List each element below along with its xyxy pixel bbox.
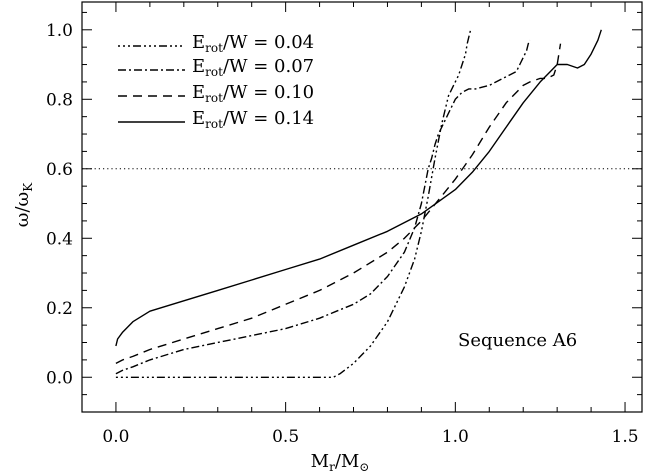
y-tick-label: 0.8 [46, 90, 73, 110]
x-tick-label: 1.5 [612, 427, 639, 447]
x-axis-label-sub1: r [329, 460, 335, 474]
legend-label-0.07: Erot/W = 0.07 [192, 56, 314, 79]
legend-label-main: E [192, 108, 205, 129]
legend-label-rest: /W = 0.07 [223, 56, 314, 77]
y-tick-label: 1.0 [46, 21, 73, 41]
series-layer [115, 29, 602, 378]
series-line-0.07 [115, 39, 531, 375]
series-line-0.04 [115, 29, 472, 378]
x-tick-label: 0.5 [272, 427, 299, 447]
x-axis-label-sub2: ⊙ [359, 460, 369, 474]
y-axis-label-sub: K [21, 182, 35, 192]
legend-label-rest: /W = 0.14 [223, 108, 314, 129]
legend-label-sub: rot [205, 41, 223, 55]
legend-label-rest: /W = 0.10 [223, 82, 314, 103]
y-axis-label: ω/ωK [12, 182, 35, 227]
x-tick-label: 1.0 [442, 427, 469, 447]
legend-label-main: E [192, 32, 205, 53]
legend-label-0.04: Erot/W = 0.04 [192, 32, 314, 55]
series-line-0.10 [115, 43, 562, 365]
legend-label-0.14: Erot/W = 0.14 [192, 108, 314, 131]
y-axis-label-main: ω/ω [12, 192, 33, 227]
y-tick-label: 0.6 [46, 160, 73, 180]
x-axis-label-main: M [311, 451, 329, 472]
series-line-0.14 [115, 29, 602, 347]
legend-label-main: E [192, 82, 205, 103]
legend-label-0.10: Erot/W = 0.10 [192, 82, 314, 105]
ticks-layer: 0.0 0.5 1.0 1.5 0.0 0.2 0.4 0.6 0.8 1.0 [46, 2, 642, 447]
legend-label-rest: /W = 0.04 [223, 32, 314, 53]
x-tick-label: 0.0 [102, 427, 129, 447]
x-axis-label: Mr/M⊙ [311, 451, 370, 474]
legend-label-sub: rot [205, 91, 223, 105]
plot-frame [81, 1, 643, 413]
x-axis-label-mid: /M [335, 451, 360, 472]
y-tick-label: 0.4 [46, 229, 73, 249]
legend-label-main: E [192, 56, 205, 77]
y-tick-label: 0.0 [46, 368, 73, 388]
legend-label-sub: rot [205, 65, 223, 79]
sequence-annotation: Sequence A6 [458, 330, 577, 351]
legend-label-sub: rot [205, 117, 223, 131]
y-tick-label: 0.2 [46, 299, 73, 319]
